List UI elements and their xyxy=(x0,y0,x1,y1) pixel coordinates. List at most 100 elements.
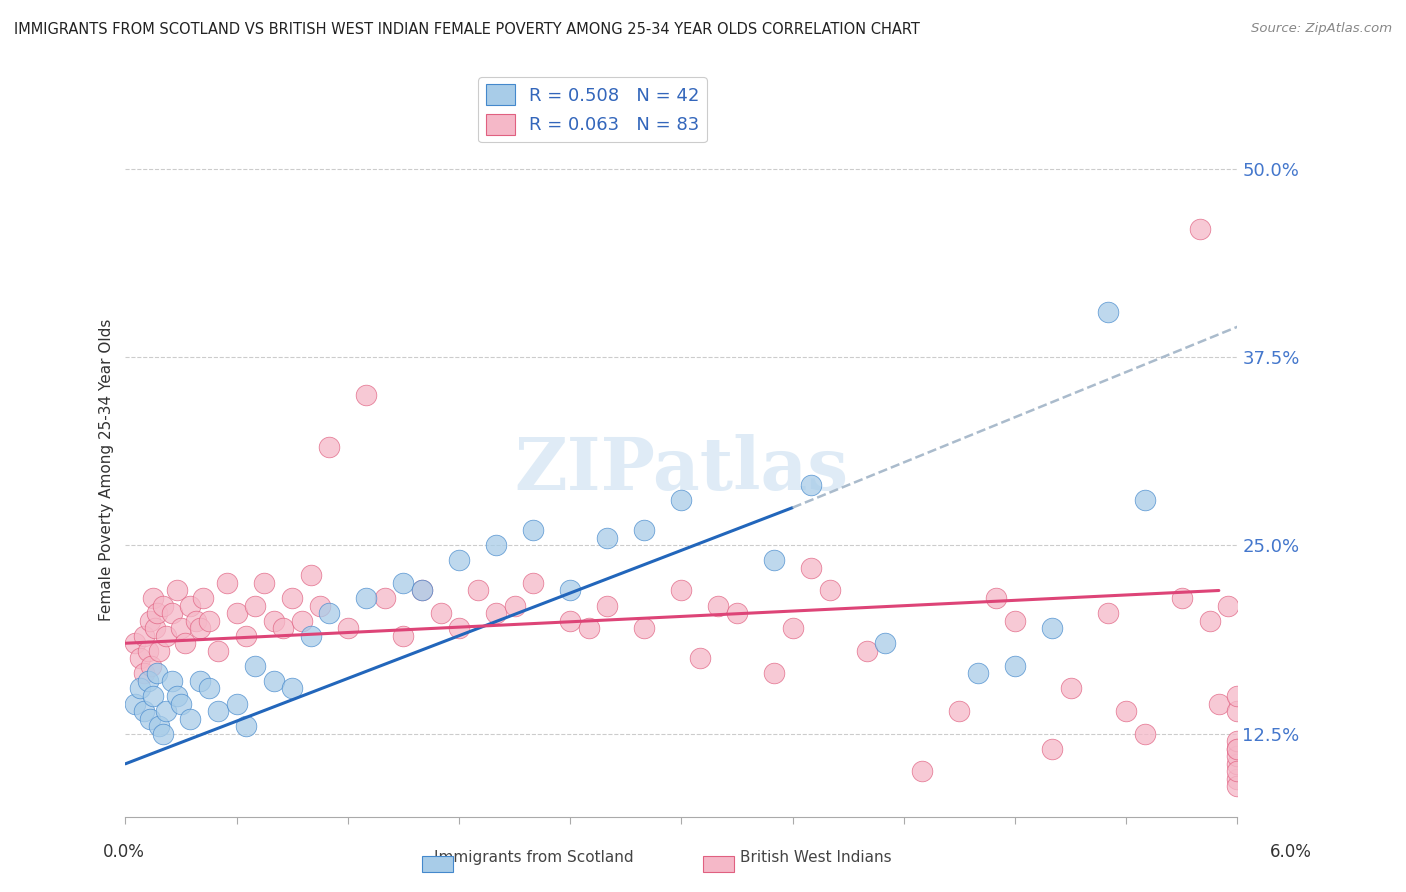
Point xyxy=(1115,704,1137,718)
Point xyxy=(485,538,508,552)
Point xyxy=(1059,681,1081,696)
Point xyxy=(1040,621,1063,635)
Point xyxy=(142,591,165,605)
Point xyxy=(193,591,215,605)
Point xyxy=(146,606,169,620)
Point xyxy=(318,606,340,620)
Point xyxy=(467,583,489,598)
Point xyxy=(1004,658,1026,673)
Point xyxy=(1226,734,1249,748)
Text: IMMIGRANTS FROM SCOTLAND VS BRITISH WEST INDIAN FEMALE POVERTY AMONG 25-34 YEAR : IMMIGRANTS FROM SCOTLAND VS BRITISH WEST… xyxy=(14,22,920,37)
Point xyxy=(1226,704,1249,718)
Point xyxy=(271,621,294,635)
Point xyxy=(763,666,786,681)
Point xyxy=(1097,304,1119,318)
Point xyxy=(160,606,183,620)
Point xyxy=(179,599,201,613)
Point xyxy=(166,689,188,703)
Point xyxy=(290,614,312,628)
Point xyxy=(281,681,304,696)
Point xyxy=(1133,493,1156,508)
Point xyxy=(447,621,470,635)
Point xyxy=(633,621,655,635)
Point xyxy=(207,644,229,658)
Point xyxy=(986,591,1008,605)
Point xyxy=(1226,689,1249,703)
Point xyxy=(560,583,582,598)
Point xyxy=(132,704,155,718)
Point xyxy=(1004,614,1026,628)
Point xyxy=(800,478,823,492)
Point xyxy=(411,583,433,598)
Point xyxy=(225,606,247,620)
Point xyxy=(245,658,267,673)
Point xyxy=(800,561,823,575)
Point xyxy=(1171,591,1194,605)
Point xyxy=(281,591,304,605)
Point xyxy=(1097,606,1119,620)
Point xyxy=(1216,599,1239,613)
Point xyxy=(392,629,415,643)
Point xyxy=(235,719,257,733)
Point xyxy=(725,606,748,620)
Legend: R = 0.508   N = 42, R = 0.063   N = 83: R = 0.508 N = 42, R = 0.063 N = 83 xyxy=(478,77,707,142)
Point xyxy=(148,644,170,658)
Point xyxy=(188,673,211,688)
Point xyxy=(671,583,693,598)
Point xyxy=(124,636,146,650)
Point xyxy=(146,666,169,681)
Point xyxy=(198,614,221,628)
Point xyxy=(309,599,332,613)
Point xyxy=(356,591,378,605)
Text: 6.0%: 6.0% xyxy=(1270,843,1312,861)
Point xyxy=(299,568,322,582)
Point xyxy=(948,704,970,718)
Point xyxy=(148,719,170,733)
Point xyxy=(1226,764,1249,779)
Point xyxy=(124,697,146,711)
Point xyxy=(207,704,229,718)
Point xyxy=(143,621,166,635)
Point xyxy=(253,576,276,591)
Point xyxy=(132,629,155,643)
Point xyxy=(855,644,877,658)
Point xyxy=(763,553,786,567)
Point xyxy=(911,764,934,779)
Point xyxy=(173,636,195,650)
Point xyxy=(1226,749,1249,764)
Point xyxy=(429,606,451,620)
Point xyxy=(578,621,600,635)
Text: ZIPatlas: ZIPatlas xyxy=(515,434,848,506)
Point xyxy=(198,681,221,696)
Point xyxy=(245,599,267,613)
Point xyxy=(374,591,396,605)
Point xyxy=(596,531,619,545)
Point xyxy=(596,599,619,613)
Point xyxy=(1226,741,1249,756)
Point xyxy=(707,599,730,613)
Point xyxy=(263,614,285,628)
Point xyxy=(503,599,526,613)
Point xyxy=(1226,780,1249,794)
Point xyxy=(179,712,201,726)
Text: Immigrants from Scotland: Immigrants from Scotland xyxy=(434,850,634,865)
Point xyxy=(132,666,155,681)
Point xyxy=(1040,741,1063,756)
Point xyxy=(188,621,211,635)
Point xyxy=(689,651,711,665)
Point xyxy=(152,726,174,740)
Point xyxy=(129,651,152,665)
Point xyxy=(138,614,160,628)
Point xyxy=(818,583,841,598)
Text: Source: ZipAtlas.com: Source: ZipAtlas.com xyxy=(1251,22,1392,36)
Point xyxy=(356,387,378,401)
Point xyxy=(485,606,508,620)
Point xyxy=(129,681,152,696)
Point xyxy=(782,621,804,635)
Point xyxy=(217,576,239,591)
Point xyxy=(1133,726,1156,740)
Point xyxy=(1226,772,1249,786)
Point xyxy=(170,621,193,635)
Text: 0.0%: 0.0% xyxy=(103,843,145,861)
Point xyxy=(166,583,188,598)
